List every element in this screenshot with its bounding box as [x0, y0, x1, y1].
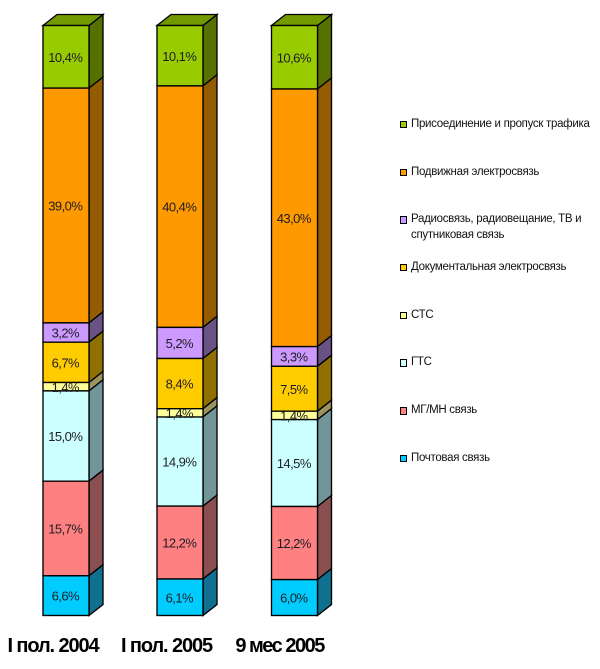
svg-text:10,4%: 10,4% [48, 50, 83, 65]
svg-text:14,5%: 14,5% [277, 456, 312, 471]
svg-text:40,4%: 40,4% [162, 200, 197, 215]
svg-text:39,0%: 39,0% [48, 199, 83, 214]
svg-text:12,2%: 12,2% [277, 536, 312, 551]
svg-text:8,4%: 8,4% [166, 377, 194, 392]
svg-text:6,7%: 6,7% [52, 355, 80, 370]
svg-text:6,1%: 6,1% [166, 590, 194, 605]
svg-text:3,2%: 3,2% [52, 326, 80, 341]
svg-text:1,4%: 1,4% [52, 380, 80, 395]
svg-text:1,4%: 1,4% [166, 406, 194, 421]
svg-text:10,6%: 10,6% [277, 50, 312, 65]
svg-text:43,0%: 43,0% [277, 211, 312, 226]
svg-text:1,4%: 1,4% [280, 409, 308, 424]
svg-text:6,0%: 6,0% [280, 591, 308, 606]
svg-text:10,1%: 10,1% [162, 49, 197, 64]
svg-text:15,7%: 15,7% [48, 522, 83, 537]
svg-text:5,2%: 5,2% [166, 336, 194, 351]
svg-text:14,9%: 14,9% [162, 455, 197, 470]
svg-text:6,6%: 6,6% [52, 589, 80, 604]
svg-text:7,5%: 7,5% [280, 382, 308, 397]
svg-text:12,2%: 12,2% [162, 536, 197, 551]
svg-text:3,3%: 3,3% [280, 350, 308, 365]
svg-text:15,0%: 15,0% [48, 429, 83, 444]
